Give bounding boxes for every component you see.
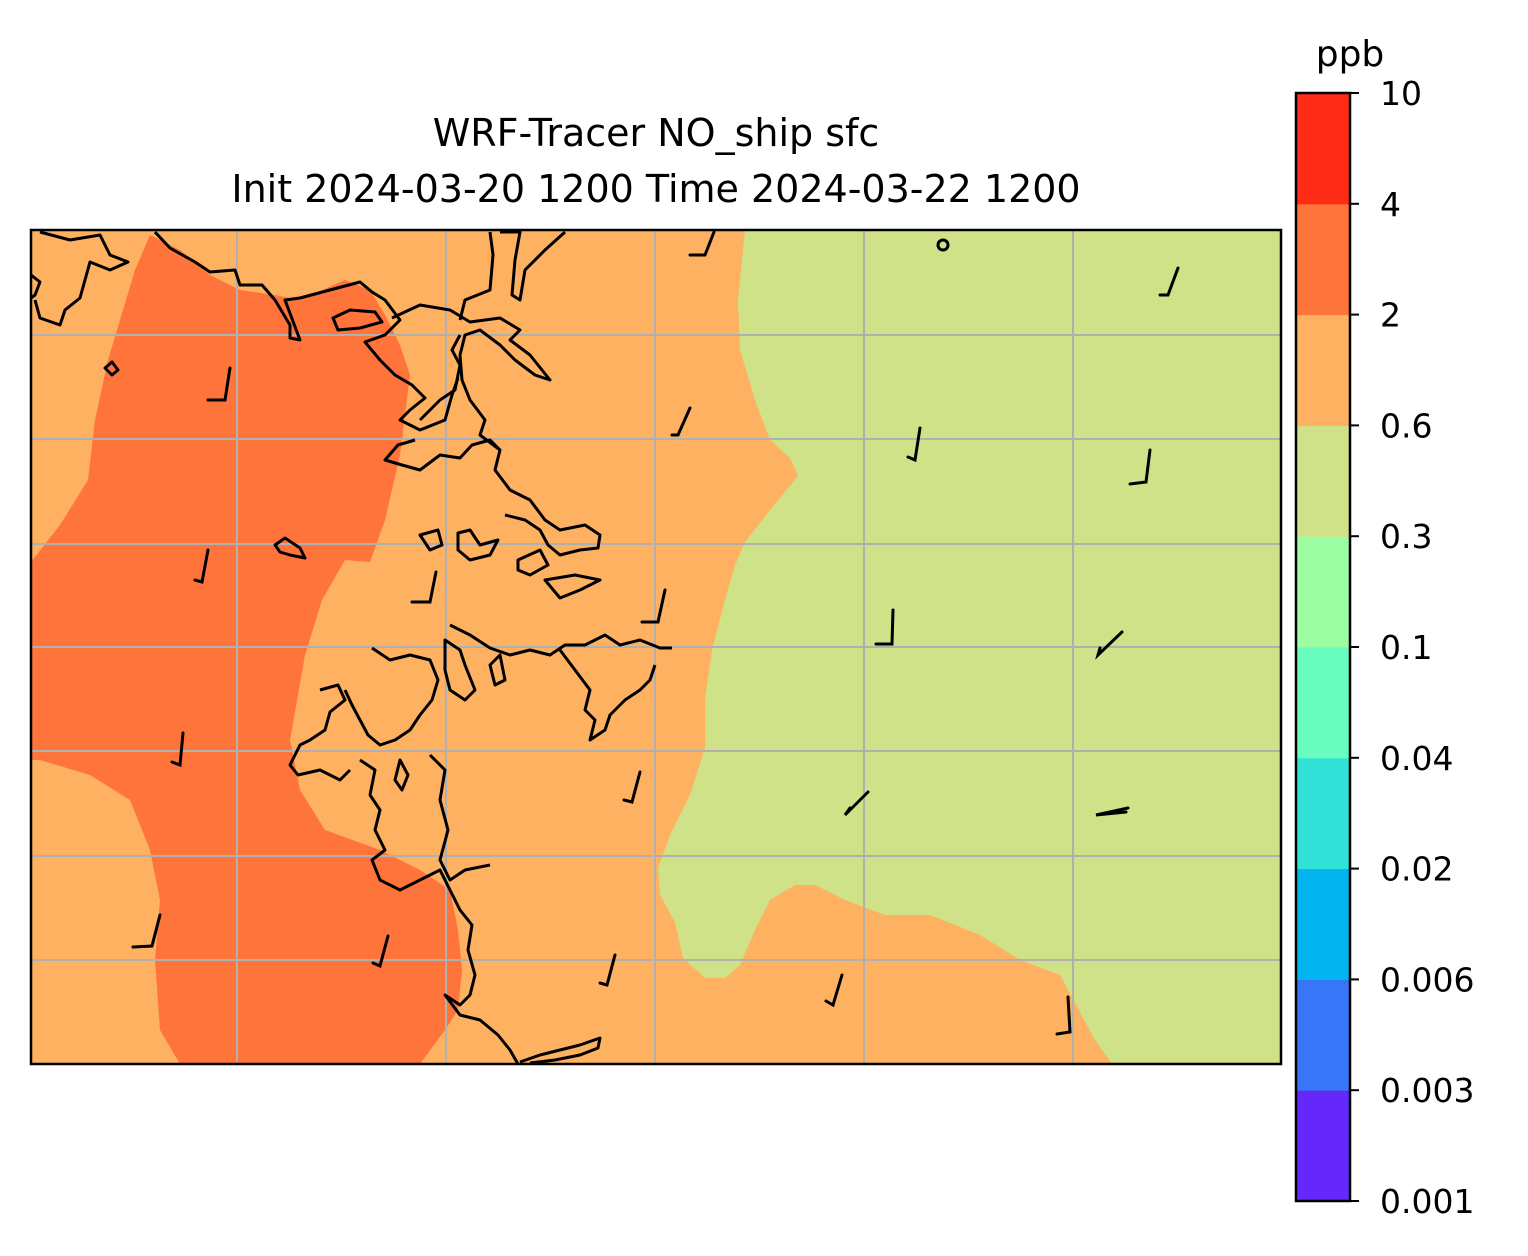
colorbar-segment: [1296, 203, 1350, 316]
colorbar-segment: [1296, 93, 1350, 205]
colorbar-segment: [1296, 314, 1350, 426]
colorbar-segment: [1296, 536, 1350, 648]
plot-title-line-1: WRF-Tracer NO_ship sfc: [432, 111, 880, 155]
colorbar-tick-label: 2: [1380, 296, 1401, 335]
colorbar-unit-label: ppb: [1316, 34, 1385, 75]
colorbar-tick-label: 0.04: [1380, 739, 1453, 778]
wind-barbs: [131, 230, 1180, 1036]
colorbar-segment: [1296, 868, 1350, 980]
colorbar-segment: [1296, 425, 1350, 537]
colorbar-tick-label: 0.6: [1380, 406, 1432, 445]
colorbar: 0.001 0.003 0.006 0.02 0.04 0.1 0.3 0.6 2 4 10: [1294, 74, 1474, 1221]
colorbar-tick-label: 4: [1380, 185, 1401, 224]
colorbar-segment: [1296, 979, 1350, 1091]
colorbar-tick-label: 0.02: [1380, 850, 1453, 889]
map-frame: [29, 228, 1283, 1066]
colorbar-tick-label: 0.3: [1380, 517, 1432, 556]
colorbar-tick-label: 0.1: [1380, 628, 1432, 667]
colorbar-tick-label: 0.003: [1380, 1071, 1474, 1110]
colorbar-segment: [1296, 1090, 1350, 1202]
map-panel: [31, 230, 1281, 1064]
colorbar-tick-label: 10: [1380, 74, 1422, 113]
coastlines: [31, 230, 950, 1064]
colorbar-tick-label: 0.001: [1380, 1182, 1474, 1221]
colorbar-segment: [1296, 757, 1350, 870]
plot-title-line-2: Init 2024-03-20 1200 Time 2024-03-22 120…: [231, 167, 1081, 211]
colorbar-tick-label: 0.006: [1380, 960, 1474, 999]
colorbar-segment: [1296, 647, 1350, 759]
